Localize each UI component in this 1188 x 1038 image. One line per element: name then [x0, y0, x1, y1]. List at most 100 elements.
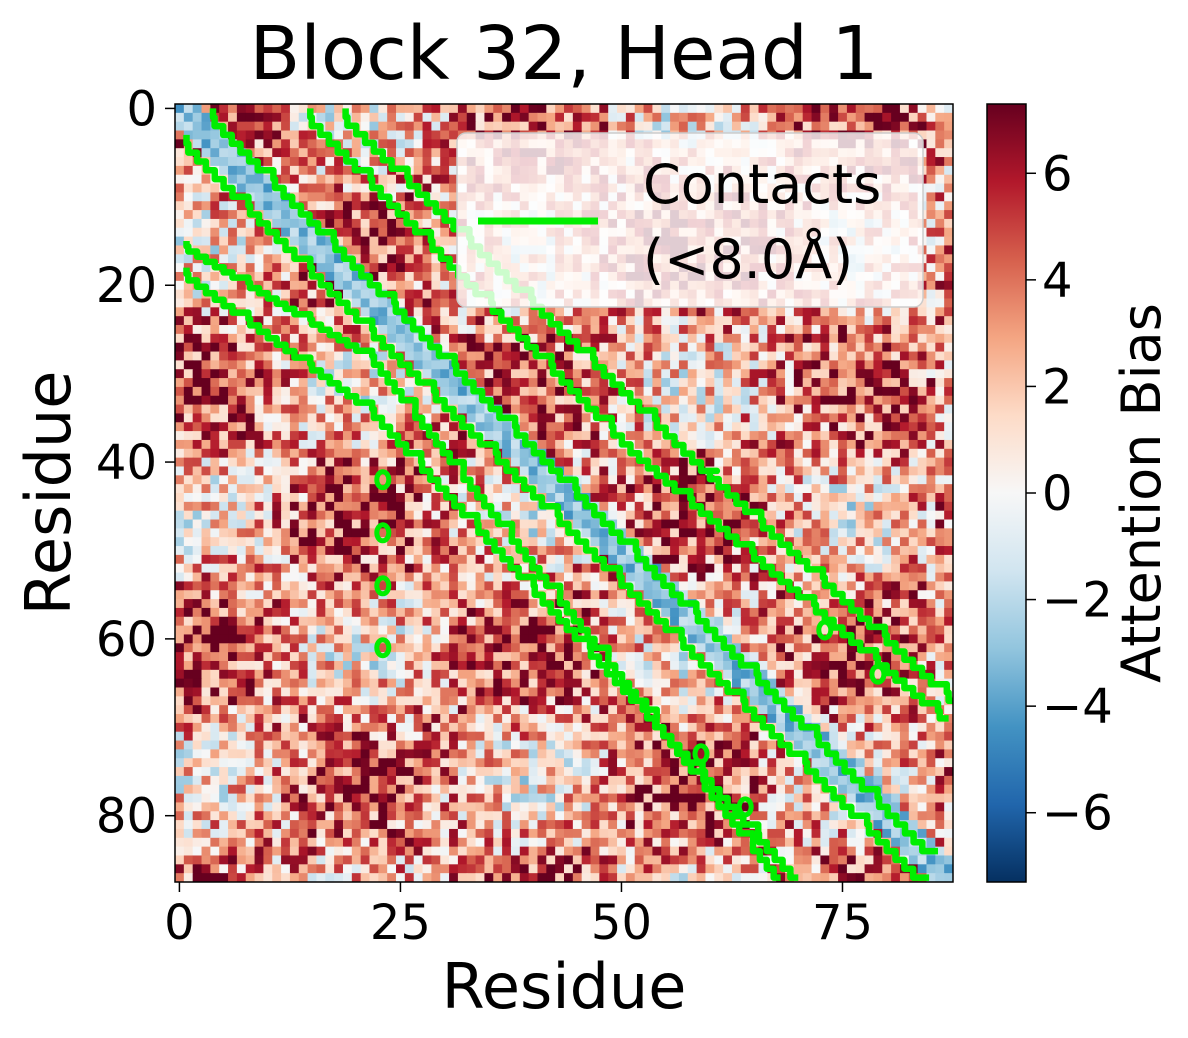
heatmap-cell: [926, 360, 936, 370]
heatmap-cell: [899, 475, 910, 485]
heatmap-cell: [272, 121, 282, 132]
heatmap-cell: [749, 519, 760, 529]
heatmap-cell: [723, 104, 733, 114]
heatmap-cell: [811, 448, 821, 459]
heatmap-cell: [678, 395, 689, 406]
heatmap-cell: [396, 484, 406, 494]
heatmap-cell: [670, 342, 680, 353]
heatmap-cell: [192, 236, 203, 247]
heatmap-cell: [440, 369, 450, 379]
heatmap-cell: [846, 519, 857, 529]
heatmap-cell: [289, 148, 300, 158]
heatmap-cell: [298, 121, 309, 132]
heatmap-cell: [776, 325, 786, 335]
heatmap-cell: [236, 174, 247, 185]
heatmap-cell: [422, 245, 432, 255]
heatmap-cell: [236, 112, 247, 123]
heatmap-cell: [360, 413, 371, 423]
heatmap-cell: [245, 218, 256, 229]
heatmap-cell: [917, 439, 928, 450]
heatmap-cell: [802, 519, 813, 529]
heatmap-cell: [307, 510, 318, 521]
heatmap-cell: [316, 590, 326, 600]
heatmap-cell: [298, 165, 309, 176]
heatmap-cell: [298, 218, 309, 229]
heatmap-cell: [908, 581, 919, 591]
heatmap-cell: [846, 493, 857, 503]
heatmap-cell: [891, 395, 901, 406]
heatmap-cell: [510, 342, 521, 353]
heatmap-cell: [572, 422, 583, 432]
heatmap-cell: [440, 298, 450, 308]
heatmap-cell: [219, 369, 229, 379]
heatmap-cell: [369, 289, 379, 300]
heatmap-cell: [643, 112, 654, 123]
heatmap-cell: [838, 528, 848, 538]
heatmap-cell: [351, 590, 362, 600]
heatmap-cell: [678, 563, 689, 574]
heatmap-cell: [935, 130, 945, 140]
heatmap-cell: [882, 333, 892, 344]
heatmap-cell: [908, 325, 919, 335]
heatmap-cell: [625, 378, 636, 388]
heatmap-cell: [873, 501, 883, 512]
heatmap-cell: [272, 395, 282, 406]
heatmap-cell: [590, 431, 600, 441]
heatmap-cell: [555, 351, 565, 361]
heatmap-cell: [519, 378, 530, 388]
heatmap-cell: [431, 218, 441, 229]
heatmap-cell: [263, 369, 273, 379]
heatmap-cell: [431, 369, 441, 379]
heatmap-cell: [758, 351, 768, 361]
heatmap-cell: [334, 316, 344, 326]
heatmap-cell: [175, 236, 185, 247]
heatmap-cell: [281, 404, 291, 415]
heatmap-cell: [537, 333, 547, 344]
heatmap-cell: [926, 351, 936, 361]
heatmap-cell: [254, 466, 265, 476]
heatmap-cell: [599, 484, 609, 494]
heatmap-cell: [404, 157, 415, 167]
heatmap-cell: [617, 554, 627, 565]
heatmap-cell: [342, 510, 353, 521]
heatmap-cell: [555, 528, 565, 538]
heatmap-cell: [510, 590, 521, 600]
heatmap-cell: [387, 554, 397, 565]
heatmap-cell: [546, 546, 556, 556]
heatmap-cell: [811, 475, 821, 485]
heatmap-cell: [493, 422, 503, 432]
heatmap-cell: [670, 528, 680, 538]
heatmap-cell: [714, 501, 724, 512]
heatmap-cell: [404, 493, 415, 503]
heatmap-cell: [210, 351, 220, 361]
heatmap-cell: [316, 210, 326, 220]
heatmap-cell: [183, 528, 194, 538]
heatmap-cell: [342, 360, 353, 370]
heatmap-cell: [555, 121, 565, 132]
heatmap-cell: [457, 386, 468, 397]
heatmap-cell: [245, 333, 256, 344]
heatmap-cell: [325, 519, 335, 529]
heatmap-cell: [334, 342, 344, 353]
heatmap-cell: [466, 466, 477, 476]
heatmap-cell: [422, 599, 432, 609]
heatmap-cell: [785, 519, 795, 529]
heatmap-cell: [484, 475, 494, 485]
heatmap-cell: [192, 298, 203, 308]
heatmap-cell: [413, 104, 424, 114]
heatmap-cell: [820, 360, 830, 370]
heatmap-cell: [802, 457, 813, 468]
heatmap-cell: [334, 130, 344, 140]
heatmap-cell: [917, 413, 928, 423]
heatmap-cell: [201, 581, 211, 591]
heatmap-cell: [599, 431, 609, 441]
heatmap-cell: [307, 201, 318, 211]
heatmap-cell: [219, 581, 229, 591]
heatmap-cell: [899, 439, 910, 450]
heatmap-cell: [705, 360, 715, 370]
heatmap-cell: [378, 139, 388, 149]
heatmap-cell: [855, 413, 866, 423]
heatmap-cell: [298, 475, 309, 485]
heatmap-cell: [387, 130, 397, 140]
heatmap-cell: [219, 475, 229, 485]
